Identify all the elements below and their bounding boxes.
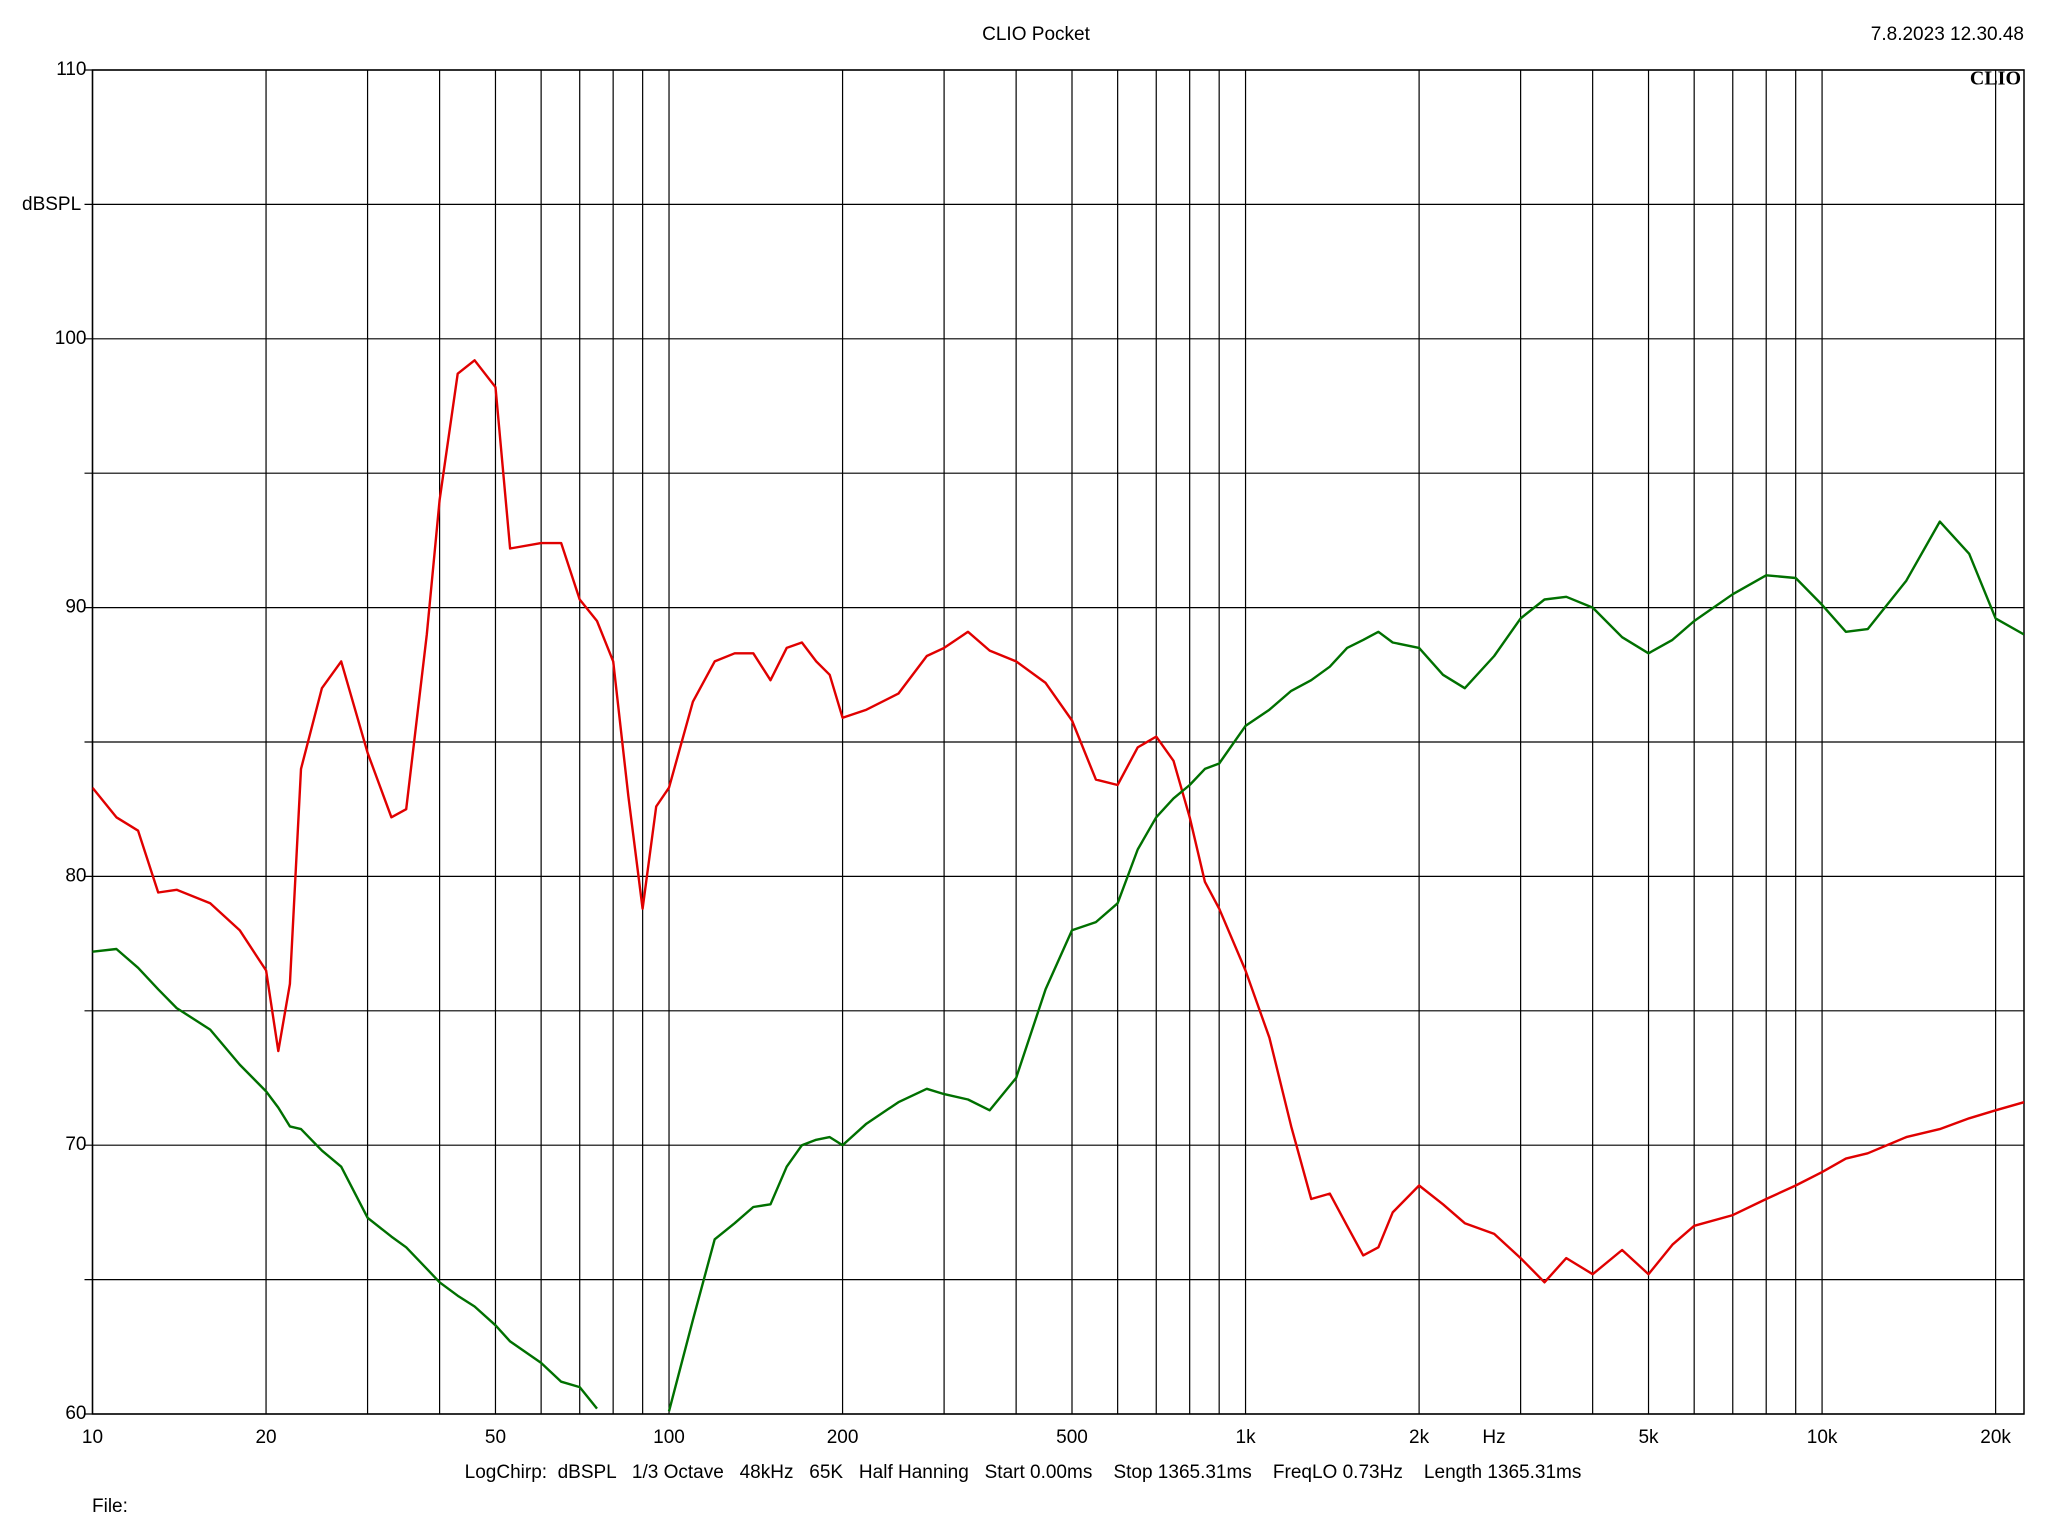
x-tick-label: 1k	[1236, 1427, 1257, 1448]
y-tick-label: 60	[65, 1403, 86, 1424]
x-tick-label: 10k	[1807, 1427, 1838, 1448]
plot-area	[92, 359, 2024, 1412]
x-tick-label: 50	[485, 1427, 506, 1448]
x-tick-label: 500	[1056, 1427, 1088, 1448]
y-tick-label: 90	[65, 597, 86, 618]
chart-title: CLIO Pocket	[982, 24, 1090, 45]
x-tick-label: 100	[653, 1427, 685, 1448]
y-tick-label: 70	[65, 1134, 86, 1155]
x-tick-label: 10	[82, 1427, 103, 1448]
y-tick-label: 80	[65, 865, 86, 886]
x-tick-label: 200	[827, 1427, 859, 1448]
footer: LogChirp: dBSPL 1/3 Octave 48kHz 65K Hal…	[465, 1462, 1582, 1483]
x-tick-label: 5k	[1638, 1427, 1659, 1448]
x-tick-label: 20k	[1980, 1427, 2011, 1448]
x-tick-label: 20	[255, 1427, 276, 1448]
x-axis-label: Hz	[1482, 1427, 1505, 1448]
x-tick-label: 2k	[1409, 1427, 1430, 1448]
y-tick-label: 100	[55, 328, 87, 349]
plot-frame	[91, 69, 2025, 1415]
y-tick-label: 110	[56, 59, 86, 80]
y-axis-label: dBSPL	[22, 194, 81, 215]
series-line	[92, 520, 2024, 1412]
file-label: File:	[92, 1496, 128, 1517]
timestamp: 7.8.2023 12.30.48	[1871, 24, 2024, 45]
series-line	[92, 359, 2024, 1284]
